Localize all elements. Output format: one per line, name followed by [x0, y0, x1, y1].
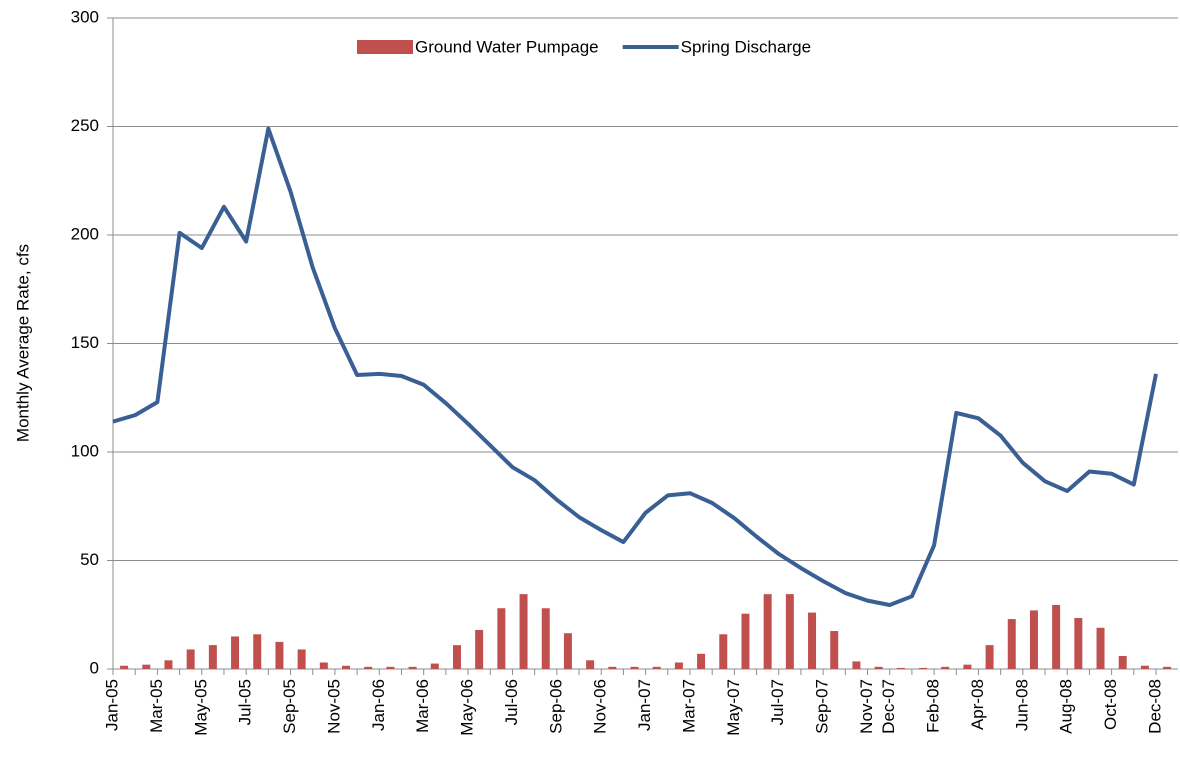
bar — [741, 613, 750, 669]
y-tick-label: 200 — [71, 224, 99, 243]
y-tick-label: 50 — [80, 550, 99, 569]
x-tick-label: Jan-06 — [369, 679, 388, 731]
bar — [231, 636, 240, 669]
x-tick-label: Aug-08 — [1057, 679, 1076, 734]
bar — [275, 641, 284, 669]
bar — [186, 649, 195, 669]
bar — [630, 666, 639, 669]
bar — [918, 667, 927, 669]
bar — [120, 665, 129, 669]
bar — [364, 666, 373, 669]
bar — [963, 664, 972, 669]
x-tick-label: Nov-06 — [591, 679, 610, 734]
bar — [297, 649, 306, 669]
bar — [1140, 665, 1149, 669]
bar — [1163, 666, 1172, 669]
bar — [452, 645, 461, 669]
x-tick-label: Dec-08 — [1145, 679, 1164, 734]
legend-label: Spring Discharge — [681, 37, 811, 56]
x-tick-label: Sep-05 — [280, 679, 299, 734]
bar — [808, 612, 817, 669]
bar — [874, 666, 883, 669]
x-tick-label: Nov-05 — [324, 679, 343, 734]
bar — [164, 660, 173, 669]
y-tick-label: 100 — [71, 441, 99, 460]
x-tick-label: Jan-07 — [635, 679, 654, 731]
bar — [1118, 655, 1127, 669]
bar — [1074, 618, 1083, 669]
legend-label: Ground Water Pumpage — [415, 37, 599, 56]
bar — [519, 594, 528, 669]
bar — [1007, 619, 1016, 669]
bar — [785, 594, 794, 669]
bar — [608, 666, 617, 669]
x-tick-label: Mar-07 — [679, 679, 698, 733]
y-tick-label: 150 — [71, 333, 99, 352]
bar — [208, 645, 217, 669]
bar — [430, 663, 439, 669]
bar — [719, 634, 728, 669]
bar — [763, 594, 772, 669]
y-tick-label: 0 — [90, 658, 99, 677]
x-tick-label: Sep-06 — [546, 679, 565, 734]
x-tick-label: Mar-06 — [413, 679, 432, 733]
bar — [652, 666, 661, 669]
x-tick-label: Dec-07 — [879, 679, 898, 734]
bar — [319, 662, 328, 669]
bar — [697, 653, 706, 669]
bar — [985, 645, 994, 669]
y-tick-label: 250 — [71, 116, 99, 135]
bar — [852, 661, 861, 669]
bar — [1029, 610, 1038, 669]
bar — [896, 667, 905, 669]
bar — [941, 666, 950, 669]
bar — [1096, 627, 1105, 669]
x-tick-label: May-06 — [458, 679, 477, 736]
x-tick-label: Mar-05 — [147, 679, 166, 733]
bar — [253, 634, 262, 669]
x-tick-label: Sep-07 — [813, 679, 832, 734]
x-tick-label: Jul-06 — [502, 679, 521, 725]
bar — [1052, 604, 1061, 669]
y-axis-label: Monthly Average Rate, cfs — [13, 244, 32, 442]
x-tick-label: Feb-08 — [924, 679, 943, 733]
bar — [408, 666, 417, 669]
bar — [386, 666, 395, 669]
x-tick-label: Nov-07 — [857, 679, 876, 734]
bar — [541, 608, 550, 669]
line — [112, 126, 1158, 607]
x-tick-label: May-05 — [191, 679, 210, 736]
x-tick-label: Apr-08 — [968, 679, 987, 730]
bar — [830, 631, 839, 669]
bar — [563, 633, 572, 669]
bar — [497, 608, 506, 669]
x-tick-label: May-07 — [724, 679, 743, 736]
y-tick-label: 300 — [71, 7, 99, 26]
bar — [142, 664, 151, 669]
x-tick-label: Oct-08 — [1101, 679, 1120, 730]
x-tick-label: Jul-07 — [768, 679, 787, 725]
x-tick-label: Jan-05 — [102, 679, 121, 731]
x-tick-label: Jul-05 — [236, 679, 255, 725]
bar — [475, 629, 484, 669]
bar — [586, 660, 595, 669]
x-tick-label: Jun-08 — [1012, 679, 1031, 731]
legend-swatch — [357, 40, 413, 54]
bar — [342, 665, 351, 669]
bar — [674, 662, 683, 669]
